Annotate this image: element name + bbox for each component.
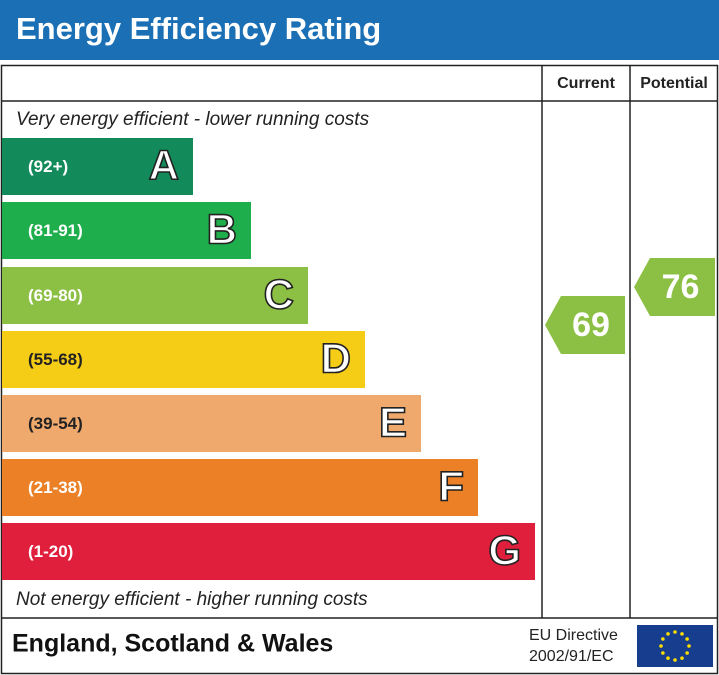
star [673,630,677,634]
band-letter: A [149,142,179,189]
bottom-note: Not energy efficient - higher running co… [16,589,368,610]
band-range: (69-80) [28,286,83,305]
band [2,523,535,580]
star [661,637,665,641]
band-letter: G [488,527,521,574]
band-range: (21-38) [28,478,83,497]
top-note: Very energy efficient - lower running co… [16,109,370,130]
star [673,658,677,662]
band-range: (92+) [28,157,68,176]
band-letter: D [321,335,351,382]
star [666,656,670,660]
star [680,656,684,660]
band [2,202,251,259]
eu-stars [659,630,691,662]
band [2,331,365,388]
band-range: (81-91) [28,221,83,240]
frame [0,64,719,675]
band [2,138,193,195]
band [2,267,308,324]
rating-arrow [545,296,625,354]
band [2,395,421,452]
band-range: (55-68) [28,350,83,369]
rating-arrow [634,258,715,316]
title: Energy Efficiency Rating [16,11,381,46]
band-range: (39-54) [28,414,83,433]
star [680,632,684,636]
star [685,651,689,655]
title-bar [0,0,719,60]
band-letter: E [379,399,407,446]
region: England, Scotland & Wales [12,630,333,658]
band [2,459,478,516]
directive: EU Directive [529,627,618,644]
directive: 2002/91/EC [529,648,614,665]
star [666,632,670,636]
star [661,651,665,655]
band-letter: C [264,271,294,318]
rating-value: 69 [572,306,610,344]
star [687,644,691,648]
star [659,644,663,648]
column-header: Current [557,75,615,92]
band-letter: F [438,463,464,510]
column-header: Potential [640,75,708,92]
star [685,637,689,641]
rating-value: 76 [662,268,700,306]
band-range: (1-20) [28,542,73,561]
band-letter: B [207,206,237,253]
